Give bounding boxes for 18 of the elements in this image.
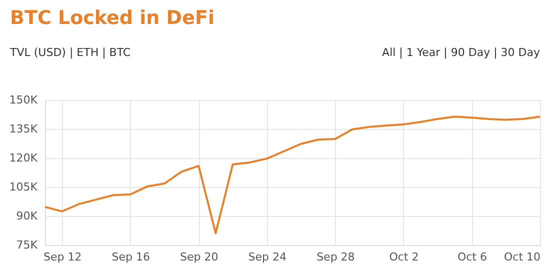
y-tick-label: 120K: [9, 152, 38, 164]
y-tick-label: 75K: [16, 238, 38, 252]
line-series: [44, 116, 541, 234]
x-tick-label: Sep 24: [248, 250, 287, 264]
x-tick-label: Sep 28: [316, 250, 355, 264]
y-tick-label: 150K: [9, 94, 38, 106]
y-tick-label: 90K: [16, 210, 38, 222]
x-tick-label: Oct 2: [389, 250, 419, 264]
y-tick-label: 135K: [9, 122, 38, 136]
x-tick-label: Sep 16: [112, 250, 150, 264]
text: TVL (USD) | ETH | BTC: [9, 46, 131, 59]
y-tick-label: 105K: [9, 180, 38, 194]
x-tick-label: Oct 6: [457, 250, 487, 264]
x-tick-label: Oct 10: [504, 250, 540, 264]
text: All | 1 Year | 90 Day | 30 Day: [382, 46, 540, 59]
x-tick-label: Sep 20: [180, 250, 218, 264]
chart-title: BTC Locked in DeFi: [10, 7, 214, 29]
x-tick-label: Sep 12: [43, 250, 82, 264]
